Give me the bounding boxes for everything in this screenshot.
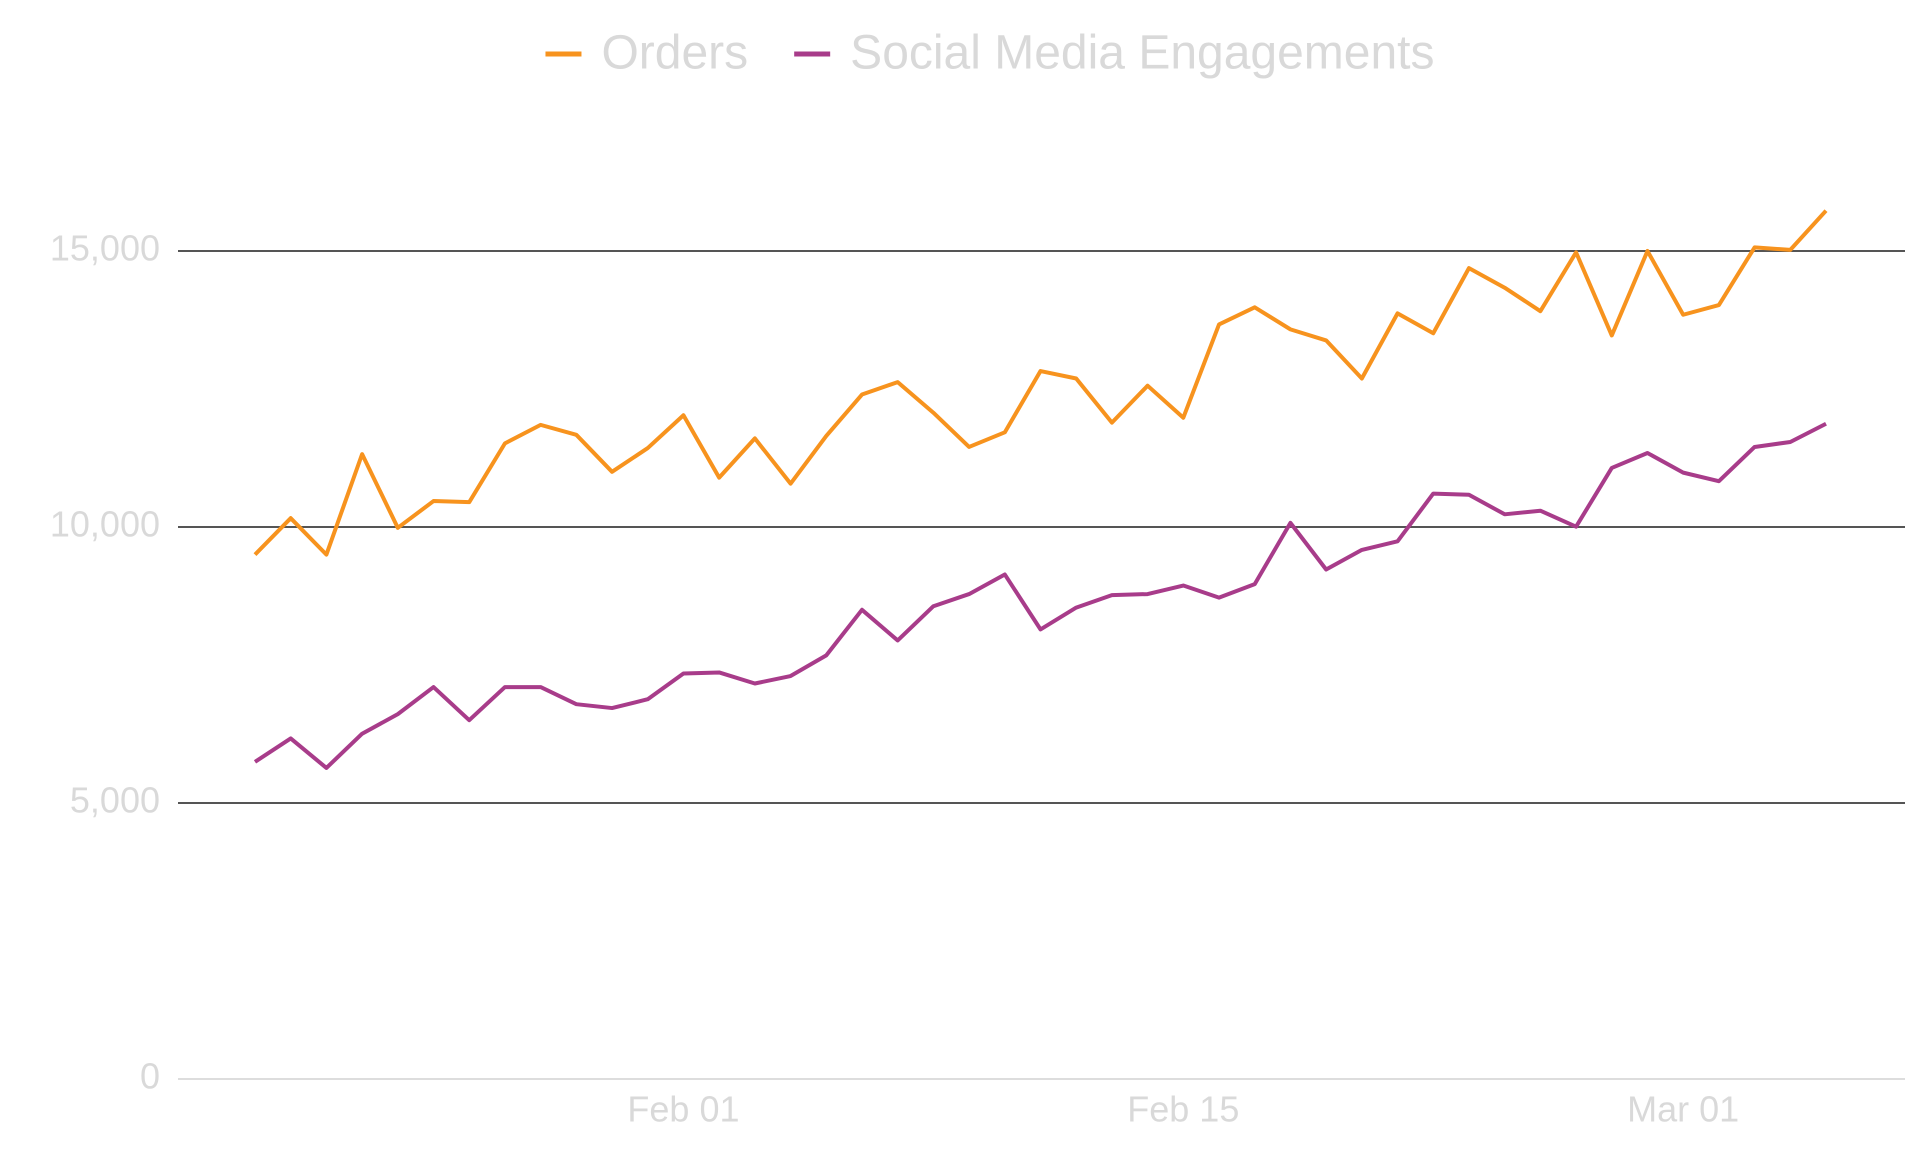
y-tick-label: 0	[140, 1056, 160, 1097]
legend-label: Orders	[601, 27, 748, 80]
y-tick-label: 10,000	[50, 504, 160, 545]
x-tick-label: Feb 01	[627, 1089, 739, 1130]
series-line	[253, 421, 1827, 770]
x-tick-label: Mar 01	[1627, 1089, 1739, 1130]
y-tick-label: 15,000	[50, 228, 160, 269]
legend-label: Social Media Engagements	[850, 27, 1434, 80]
x-tick-label: Feb 15	[1127, 1089, 1239, 1130]
series-line	[253, 209, 1828, 557]
y-tick-label: 5,000	[70, 780, 160, 821]
